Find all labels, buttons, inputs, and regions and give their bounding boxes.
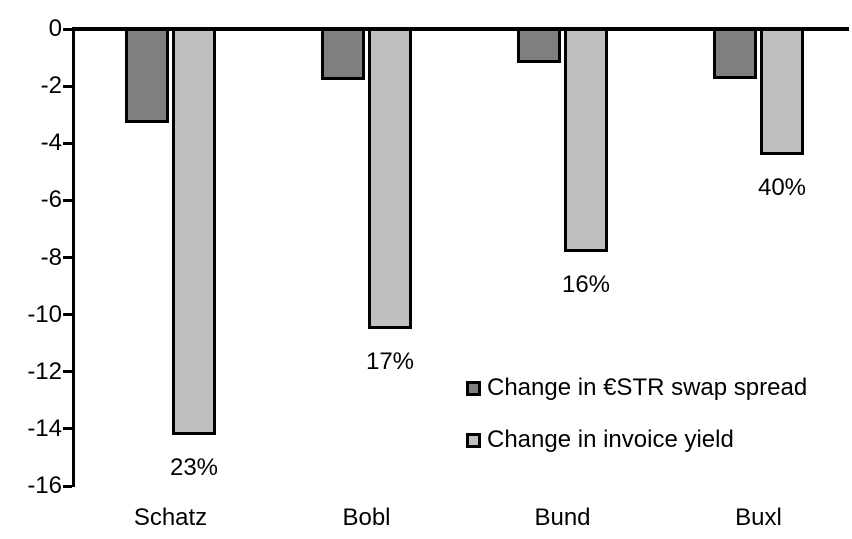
x-axis-label-bund: Bund — [534, 504, 591, 531]
legend-swatch-swap-spread-icon — [466, 380, 481, 396]
legend-label-invoice-yield: Change in invoice yield — [487, 426, 734, 453]
y-tick — [63, 198, 72, 202]
y-tick — [63, 256, 72, 259]
legend-label-swap-spread: Change in €STR swap spread — [487, 374, 808, 401]
y-tick-label: -16 — [27, 472, 62, 499]
bar-invoice-yield-bobl — [368, 29, 412, 329]
y-tick — [63, 427, 72, 431]
y-tick — [63, 27, 72, 31]
bar-value-label-schatz: 23% — [169, 453, 219, 481]
legend: Change in €STR swap spread Change in inv… — [466, 376, 807, 480]
y-tick-label: -12 — [27, 357, 62, 385]
bar-swap-spread-bund — [517, 29, 561, 64]
y-tick-label: 0 — [48, 15, 62, 42]
bar-swap-spread-schatz — [125, 29, 169, 124]
bar-value-label-buxl: 40% — [757, 173, 807, 201]
y-tick — [63, 370, 72, 374]
y-tick-label: -10 — [27, 300, 62, 328]
y-tick — [63, 84, 72, 88]
y-tick-label: -4 — [40, 129, 62, 157]
y-tick — [63, 141, 72, 145]
y-tick-label: -6 — [40, 186, 62, 214]
x-axis-label-schatz: Schatz — [133, 504, 208, 531]
bar-invoice-yield-schatz — [172, 29, 216, 435]
bar-swap-spread-bobl — [321, 29, 365, 81]
y-tick — [63, 484, 72, 488]
bar-swap-spread-buxl — [713, 29, 757, 79]
bar-value-label-bobl: 17% — [365, 347, 415, 375]
y-tick-label: -8 — [40, 243, 62, 271]
y-axis-line — [72, 27, 75, 487]
y-tick-label: -2 — [40, 72, 62, 100]
bar-invoice-yield-buxl — [760, 29, 804, 155]
legend-swatch-invoice-yield-icon — [466, 432, 481, 448]
bar-value-label-bund: 16% — [561, 270, 611, 298]
y-tick-label: -14 — [27, 414, 62, 442]
bar-invoice-yield-bund — [564, 29, 608, 252]
zero-line — [72, 27, 849, 31]
legend-item-swap-spread: Change in €STR swap spread — [466, 376, 807, 400]
legend-item-invoice-yield: Change in invoice yield — [466, 428, 807, 452]
x-axis-label-buxl: Buxl — [735, 504, 782, 531]
x-axis-label-bobl: Bobl — [342, 504, 391, 531]
y-tick — [63, 313, 72, 317]
